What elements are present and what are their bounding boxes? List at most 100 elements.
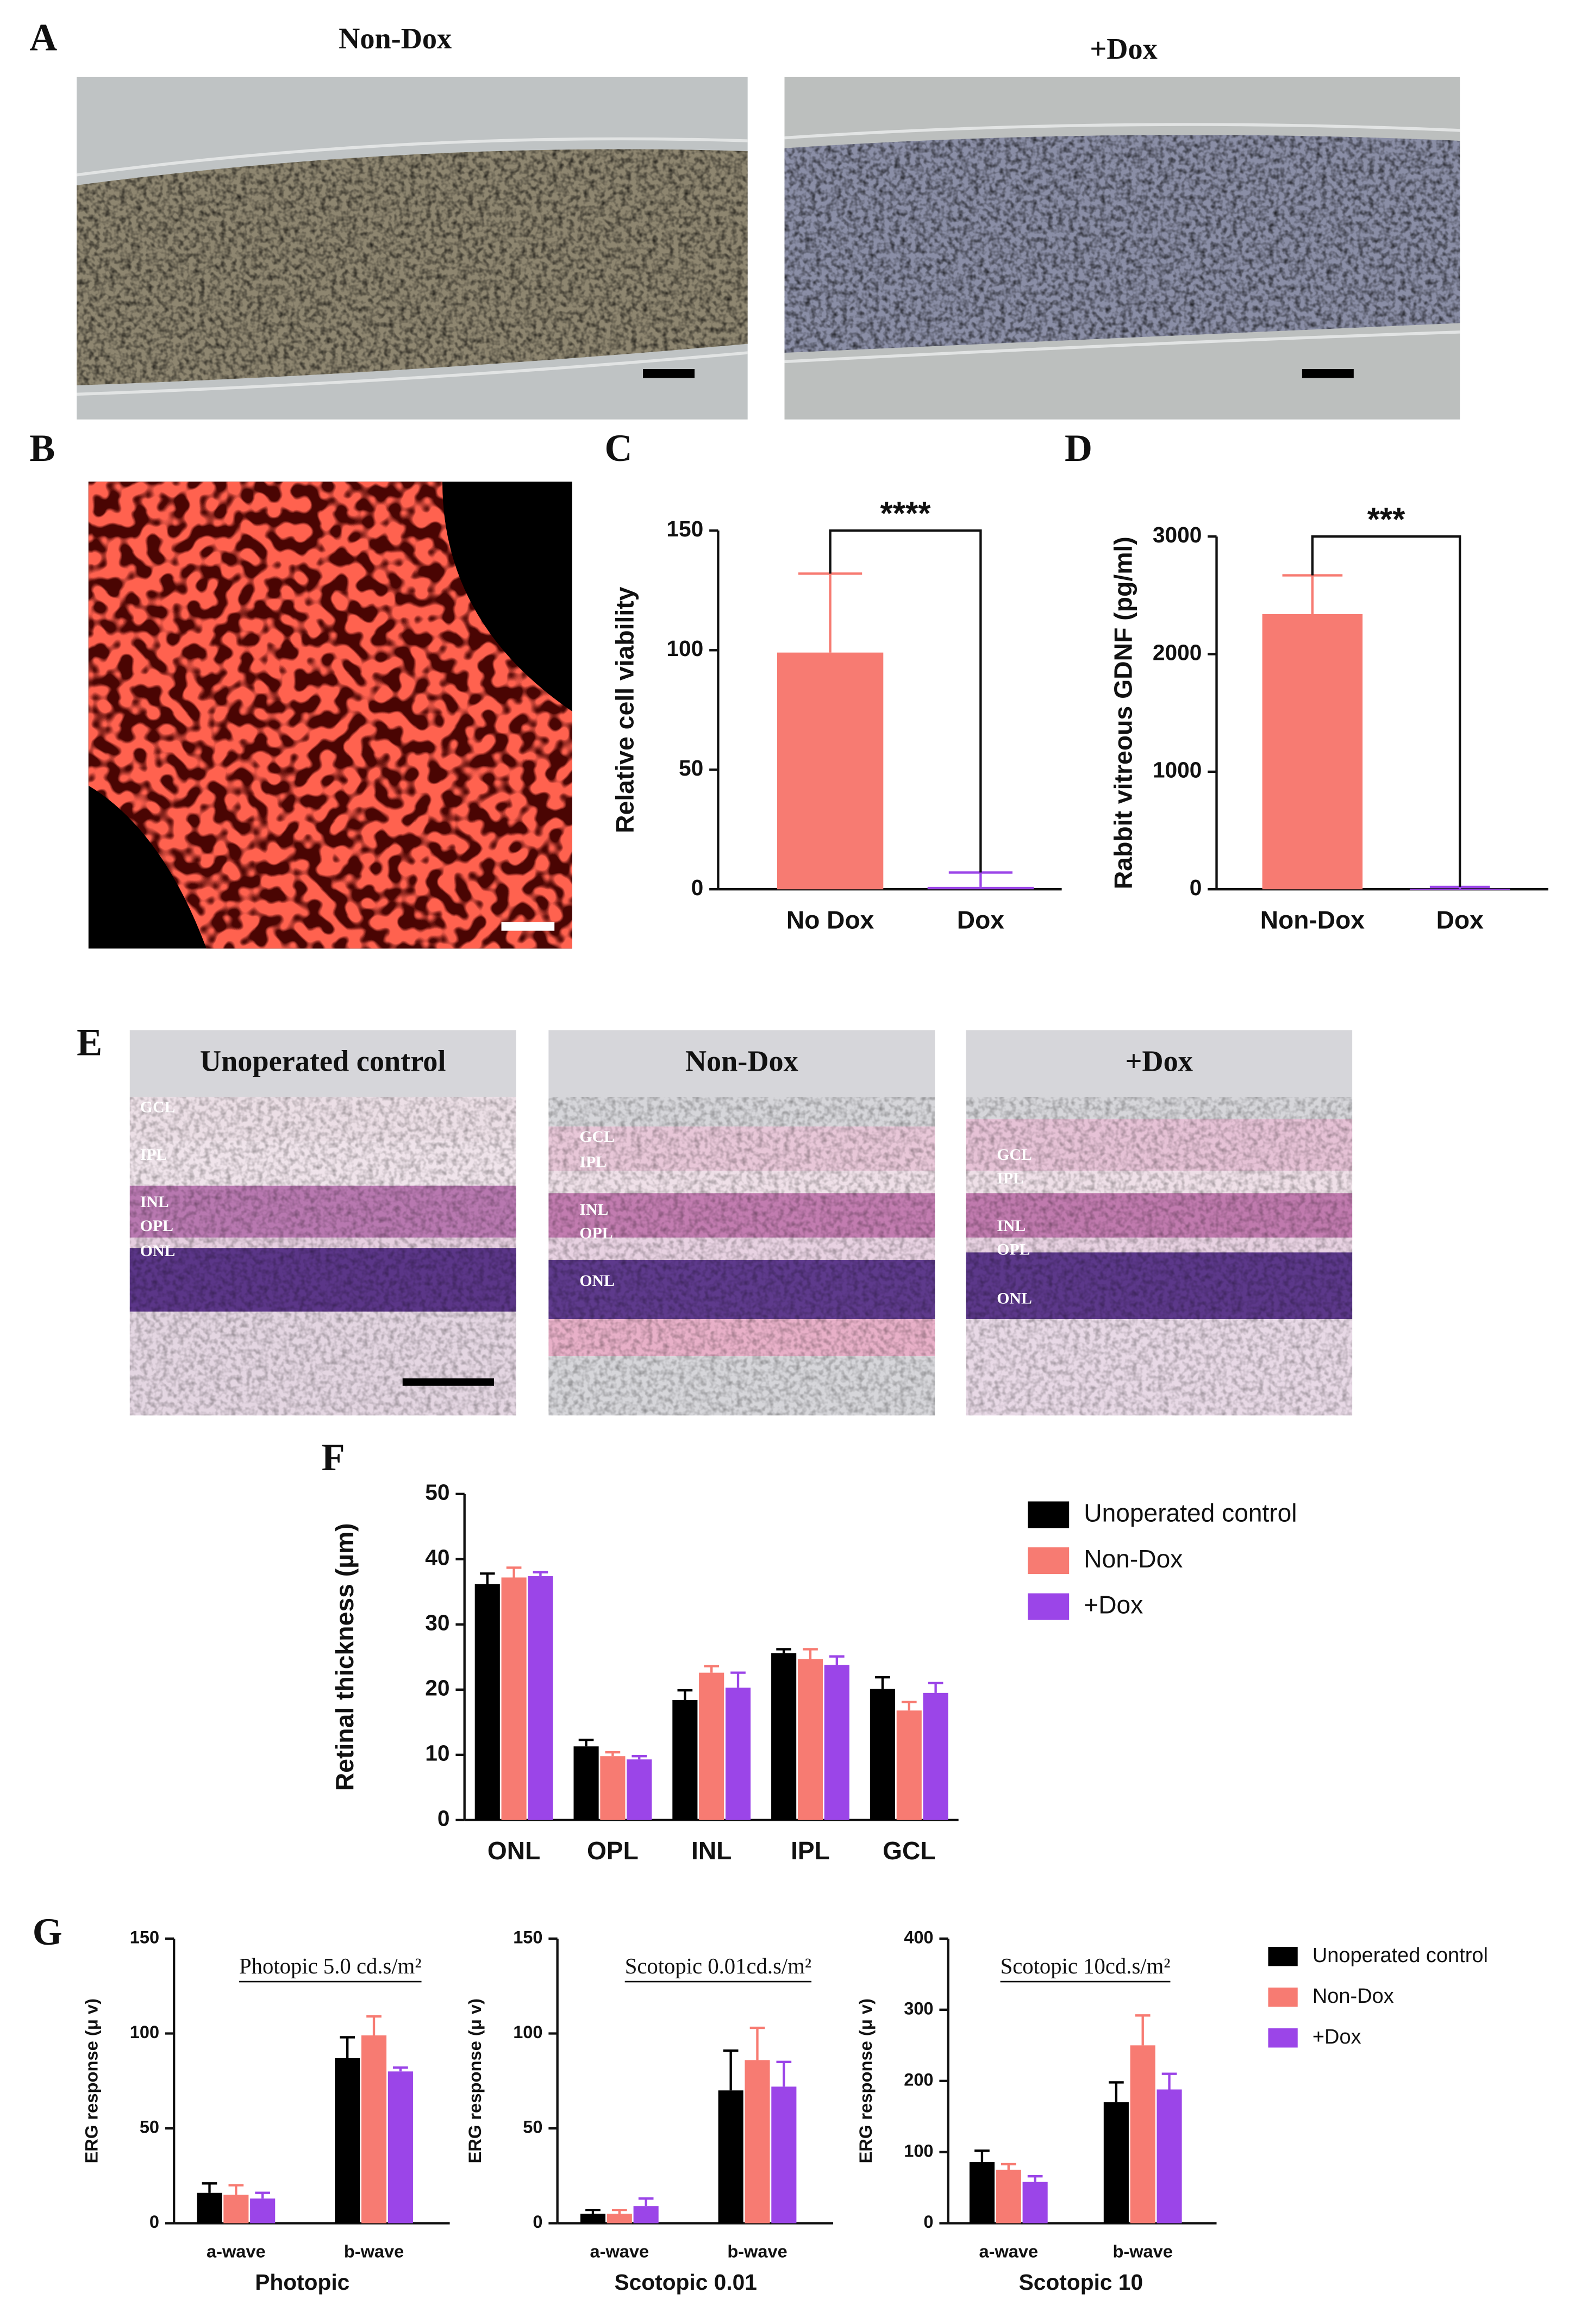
y-tick-label: 200	[904, 2069, 933, 2089]
bar	[923, 1692, 948, 1820]
micrograph	[76, 77, 748, 420]
y-tick-label: 150	[666, 516, 703, 541]
significance-bracket	[829, 529, 982, 873]
y-axis-label: ERG response (μ v)	[465, 1998, 485, 2164]
error-bar	[677, 1689, 693, 1701]
x-tick-label: Non-Dox	[1260, 905, 1365, 934]
layer-label: ONL	[579, 1272, 615, 1290]
x-tick-label: IPL	[791, 1836, 830, 1865]
error-bar	[1001, 2163, 1016, 2170]
legend-label: Non-Dox	[1312, 1985, 1394, 2008]
histology-images	[129, 1030, 1353, 1416]
significance-label: ***	[1367, 501, 1405, 538]
bar	[996, 2170, 1021, 2223]
error-bar	[638, 2197, 654, 2207]
y-tick-label: 10	[425, 1741, 449, 1766]
layer-label: ONL	[140, 1242, 176, 1260]
bar	[1130, 2045, 1155, 2223]
error-bar	[776, 2060, 792, 2087]
error-bar	[704, 1665, 720, 1673]
y-tick-label: 20	[425, 1676, 449, 1701]
panel-label: F	[322, 1436, 345, 1479]
tissue-texture	[129, 1097, 516, 1416]
scale-bar	[402, 1378, 494, 1386]
error-bar	[1282, 574, 1343, 614]
legend-swatch	[1268, 1946, 1298, 1966]
image-title: Non-Dox	[339, 22, 452, 55]
error-bar	[393, 2066, 408, 2072]
error-bar	[340, 2036, 355, 2058]
x-tick-label: OPL	[587, 1836, 639, 1865]
bar	[580, 2214, 606, 2223]
bar	[627, 1759, 652, 1820]
error-bar	[798, 572, 862, 653]
x-tick-label: GCL	[883, 1836, 935, 1865]
bar	[361, 2035, 387, 2223]
image-title: Non-Dox	[685, 1045, 798, 1077]
bar	[387, 2071, 413, 2223]
error-bar	[533, 1571, 548, 1577]
layer-label: IPL	[579, 1153, 607, 1171]
error-bar	[366, 2015, 382, 2035]
error-bar	[875, 1676, 890, 1689]
bar	[633, 2206, 659, 2223]
y-tick-label: 0	[691, 875, 704, 900]
layer-label: GCL	[140, 1098, 176, 1116]
bar	[1103, 2102, 1129, 2223]
subtitle: Scotopic 10cd.s/m²	[1001, 1954, 1171, 1978]
panel-label: C	[604, 427, 632, 470]
legend-swatch	[1268, 2028, 1298, 2048]
error-bar	[749, 2026, 765, 2060]
y-tick-label: 150	[513, 1927, 542, 1947]
error-bar	[1161, 2072, 1177, 2090]
bar	[474, 1584, 500, 1820]
bar	[718, 2090, 743, 2223]
subtitle: Photopic 5.0 cd.s/m²	[239, 1954, 421, 1978]
error-bar	[506, 1566, 522, 1578]
layer-label: GCL	[579, 1128, 615, 1146]
bar	[197, 2192, 222, 2223]
y-tick-label: 100	[513, 2022, 542, 2042]
error-bar	[1027, 2175, 1043, 2182]
layer-label: INL	[997, 1217, 1026, 1235]
y-tick-label: 1000	[1153, 758, 1202, 783]
error-bar	[578, 1739, 594, 1747]
y-tick-label: 100	[130, 2022, 159, 2042]
x-axis-label: Scotopic 0.01	[615, 2270, 757, 2295]
x-tick-label: ONL	[487, 1836, 540, 1865]
bar	[1022, 2182, 1048, 2223]
y-axis-label: Relative cell viability	[610, 586, 639, 833]
bar	[607, 2214, 632, 2223]
tissue-texture	[966, 1097, 1353, 1416]
bar	[1262, 614, 1363, 890]
y-axis-label: ERG response (μ v)	[82, 1998, 102, 2164]
error-bar	[1135, 2014, 1151, 2046]
error-bar	[974, 2149, 990, 2162]
legend-label: +Dox	[1312, 2026, 1361, 2048]
y-tick-label: 0	[533, 2211, 542, 2232]
layer-label: OPL	[997, 1240, 1030, 1258]
y-tick-label: 50	[140, 2117, 159, 2137]
panel-label: A	[29, 16, 57, 59]
layer-label: ONL	[997, 1289, 1032, 1307]
layer-label: IPL	[140, 1146, 167, 1164]
layer-label: OPL	[579, 1224, 612, 1242]
bar	[771, 1653, 797, 1820]
bar	[725, 1688, 751, 1820]
legend-swatch	[1268, 1987, 1298, 2007]
error-bar	[730, 1671, 746, 1688]
bar	[771, 2086, 797, 2223]
y-axis-label: Rabbit vitreous GDNF (pg/ml)	[1109, 536, 1137, 889]
bar	[797, 1659, 823, 1820]
legend-label: Unoperated control	[1312, 1944, 1488, 1967]
bar	[1409, 889, 1510, 890]
panel-label: B	[29, 427, 55, 470]
bar	[250, 2198, 276, 2223]
legend-swatch	[1028, 1547, 1070, 1575]
error-bar	[255, 2191, 271, 2199]
y-tick-label: 0	[1190, 875, 1202, 900]
significance-bracket	[1311, 535, 1461, 887]
error-bar	[901, 1701, 917, 1711]
bar	[927, 886, 1034, 890]
